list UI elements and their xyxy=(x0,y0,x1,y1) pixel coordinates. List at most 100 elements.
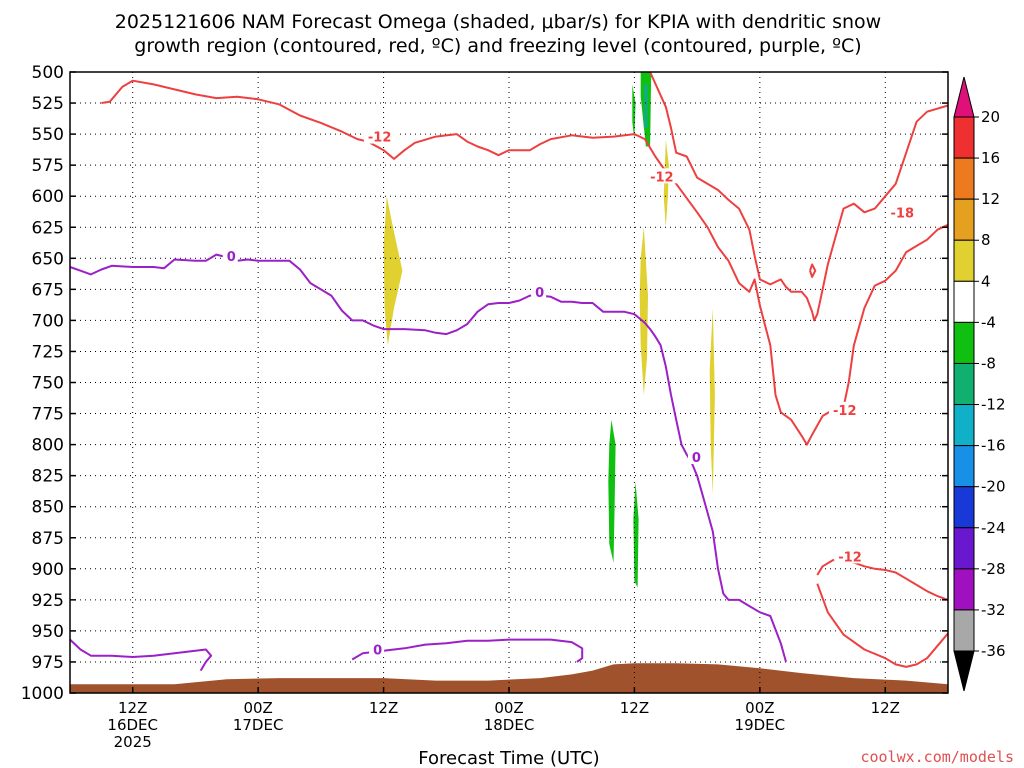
x-tick-label-1-0: 00Z xyxy=(243,699,272,717)
y-tick-label-8: 700 xyxy=(32,311,64,331)
y-tick-label-4: 600 xyxy=(32,187,64,207)
contour-labels: -12 -12 -18 -12 -12 0 0 0 0 xyxy=(222,128,920,659)
x-tick-label-6-0: 12Z xyxy=(871,699,900,717)
colorbar-bin-2 xyxy=(953,198,975,241)
y-tick-label-18: 950 xyxy=(32,622,64,642)
y-tick-label-16: 900 xyxy=(32,560,64,580)
omega-shade-5 xyxy=(709,308,715,495)
omega-shade-0 xyxy=(383,196,403,346)
colorbar-label-12: -32 xyxy=(981,601,1006,619)
contour-label-8: 0 xyxy=(373,644,382,659)
colorbar-bin-10 xyxy=(953,527,975,570)
colorbar-label-2: 12 xyxy=(981,190,1000,208)
contour-line-7 xyxy=(351,638,584,663)
colorbar-label-1: 16 xyxy=(981,149,1000,167)
omega-shade-3 xyxy=(663,140,669,228)
colorbar-label-3: 8 xyxy=(981,231,991,249)
contour-label-bg-7 xyxy=(687,449,703,465)
colorbar-label-8: -16 xyxy=(981,437,1006,455)
omega-shade-8 xyxy=(632,84,636,141)
y-tick-label-10: 750 xyxy=(32,374,64,394)
x-tick-label-1-1: 17DEC xyxy=(233,716,284,734)
contour-label-bg-2 xyxy=(886,204,920,220)
y-tick-label-19: 975 xyxy=(32,653,64,673)
y-tick-label-7: 675 xyxy=(32,280,64,300)
contour-line-4 xyxy=(809,263,817,278)
colorbar-bin-6 xyxy=(953,362,975,406)
contour-label-4: -12 xyxy=(838,550,862,565)
colorbar-top-arrow xyxy=(953,76,975,118)
colorbar-label-13: -36 xyxy=(981,642,1006,660)
colorbar-bin-11 xyxy=(953,568,975,611)
chart-title-line-1: 2025121606 NAM Forecast Omega (shaded, μ… xyxy=(115,11,881,33)
x-tick-label-5-1: 19DEC xyxy=(735,716,786,734)
x-tick-label-0-1: 16DEC xyxy=(107,716,158,734)
colorbar-label-7: -12 xyxy=(981,396,1006,414)
colorbar-bin-0 xyxy=(953,116,975,159)
colorbar-bin-3 xyxy=(953,239,975,282)
colorbar-label-11: -28 xyxy=(981,560,1006,578)
y-tick-label-2: 550 xyxy=(32,125,64,145)
contour-label-bg-8 xyxy=(369,641,385,657)
y-tick-label-3: 575 xyxy=(32,156,64,176)
colorbar-bin-5 xyxy=(953,321,975,364)
contour-label-0: -12 xyxy=(368,131,392,146)
terrain-fill xyxy=(70,663,948,693)
colorbar-bin-7 xyxy=(953,404,975,447)
y-tick-label-0: 500 xyxy=(32,63,64,83)
y-tick-label-12: 800 xyxy=(32,436,64,456)
colorbar-label-9: -20 xyxy=(981,478,1006,496)
x-tick-label-3-0: 00Z xyxy=(494,699,523,717)
y-tick-label-13: 825 xyxy=(32,467,64,487)
colorbar-bin-8 xyxy=(953,445,975,488)
contour-label-bg-6 xyxy=(531,283,547,299)
contour-label-bg-5 xyxy=(222,247,238,263)
contour-label-bg-3 xyxy=(829,401,863,417)
contour-line-1 xyxy=(649,71,949,322)
y-tick-label-17: 925 xyxy=(32,591,64,611)
colorbar-bin-1 xyxy=(953,157,975,200)
x-tick-label-3-1: 18DEC xyxy=(484,716,535,734)
x-tick-label-4-0: 12Z xyxy=(620,699,649,717)
colorbar-bin-4 xyxy=(953,280,975,323)
colorbar-label-0: 20 xyxy=(981,108,1000,126)
y-tick-label-14: 850 xyxy=(32,498,64,518)
grid xyxy=(70,71,948,694)
contour-line-6 xyxy=(69,638,213,672)
omega-shade-4 xyxy=(639,227,648,395)
y-tick-label-20: 1000 xyxy=(21,684,64,704)
y-tick-label-5: 625 xyxy=(32,218,64,238)
contour-label-6: 0 xyxy=(535,286,544,301)
contour-label-3: -12 xyxy=(833,404,857,419)
omega-shade-7 xyxy=(633,481,639,588)
colorbar-label-4: 4 xyxy=(981,272,991,290)
contour-label-bg-4 xyxy=(834,548,868,564)
y-tick-label-9: 725 xyxy=(32,342,64,362)
colorbar-bin-12 xyxy=(953,609,975,652)
x-tick-label-0-2: 2025 xyxy=(114,733,152,751)
contour-label-1: -12 xyxy=(650,170,674,185)
x-tick-label-5-0: 00Z xyxy=(745,699,774,717)
colorbar-label-10: -24 xyxy=(981,519,1006,537)
contour-label-2: -18 xyxy=(891,206,915,221)
x-tick-label-2-0: 12Z xyxy=(369,699,398,717)
contour-label-7: 0 xyxy=(692,451,701,466)
y-tick-label-6: 650 xyxy=(32,249,64,269)
contour-label-5: 0 xyxy=(227,250,236,265)
x-axis-label: Forecast Time (UTC) xyxy=(418,748,599,768)
omega-shade-6 xyxy=(608,419,616,563)
omega-shade-2 xyxy=(643,84,648,128)
y-tick-label-1: 525 xyxy=(32,94,64,114)
colorbar-bottom-arrow xyxy=(953,650,975,692)
colorbar-label-5: -4 xyxy=(981,313,996,331)
credit-text[interactable]: coolwx.com/models xyxy=(860,748,1014,766)
axes: 500 525 550 575 600 625 650 675 700 725 750 775 800 8… xyxy=(21,63,949,751)
contour-line-3 xyxy=(816,583,949,668)
contour-label-bg-1 xyxy=(646,168,680,184)
contour-label-bg-0 xyxy=(363,128,397,144)
colorbar-label-6: -8 xyxy=(981,354,996,372)
chart-title-line-2: growth region (contoured, red, ºC) and f… xyxy=(134,35,861,57)
plot-area xyxy=(70,72,948,693)
colorbar-bin-9 xyxy=(953,486,975,529)
